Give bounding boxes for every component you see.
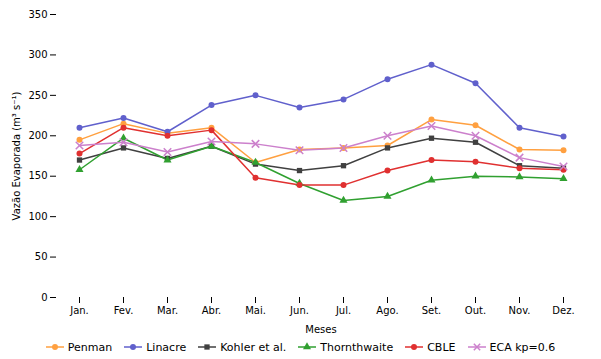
html-text:ECA kp=0.6: ECA kp=0.6	[489, 340, 556, 354]
svg-text:100: 100	[28, 211, 47, 222]
html-text:Kohler et al.: Kohler et al.	[220, 340, 287, 354]
svg-text:0: 0	[41, 292, 47, 303]
html-text:Linacre: Linacre	[146, 340, 187, 354]
svg-text:Meses: Meses	[305, 324, 336, 335]
svg-text:Mai.: Mai.	[245, 305, 266, 316]
svg-text:300: 300	[28, 49, 47, 60]
svg-text:Jan.: Jan.	[69, 305, 89, 316]
svg-text:200: 200	[28, 130, 47, 141]
svg-text:250: 250	[28, 90, 47, 101]
svg-text:Mar.: Mar.	[157, 305, 178, 316]
svg-text:Jun.: Jun.	[289, 305, 309, 316]
svg-text:Out.: Out.	[465, 305, 486, 316]
svg-text:50: 50	[35, 251, 48, 262]
svg-text:350: 350	[28, 9, 47, 20]
svg-text:Set.: Set.	[422, 305, 442, 316]
svg-text:Vazão Evaporada (m³ s⁻¹): Vazão Evaporada (m³ s⁻¹)	[11, 91, 22, 220]
svg-text:Dez.: Dez.	[552, 305, 574, 316]
html-text:Penman: Penman	[67, 340, 113, 354]
svg-text:Ago.: Ago.	[376, 305, 398, 316]
svg-text:Jul.: Jul.	[335, 305, 351, 316]
svg-text:150: 150	[28, 170, 47, 181]
html-text:CBLE: CBLE	[427, 340, 456, 354]
svg-text:Nov.: Nov.	[509, 305, 531, 316]
svg-text:Abr.: Abr.	[202, 305, 222, 316]
svg-text:Fev.: Fev.	[114, 305, 134, 316]
html-text:Thornthwaite: Thornthwaite	[320, 340, 394, 354]
